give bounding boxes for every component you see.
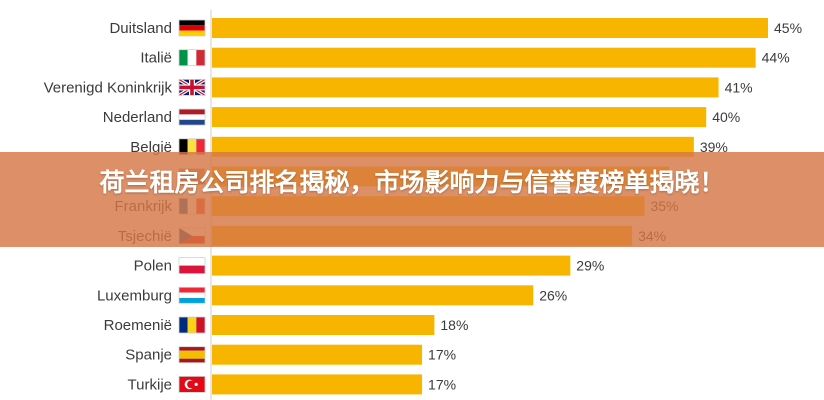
category-label: Spanje bbox=[125, 347, 172, 364]
flag-italy-icon bbox=[178, 49, 206, 67]
flag-poland-icon bbox=[178, 257, 206, 275]
banner-title: 荷兰租房公司排名揭秘，市场影响力与信誉度榜单揭晓！ bbox=[99, 168, 725, 197]
value-label: 17% bbox=[428, 347, 456, 363]
title-banner: 荷兰租房公司排名揭秘，市场影响力与信誉度榜单揭晓！ bbox=[0, 152, 824, 247]
flag-romania-icon bbox=[178, 316, 206, 334]
category-label: Polen bbox=[134, 258, 172, 275]
bar bbox=[212, 344, 423, 365]
value-label: 45% bbox=[774, 20, 802, 36]
bar bbox=[212, 47, 756, 68]
bar bbox=[212, 77, 719, 98]
bar bbox=[212, 315, 435, 335]
value-label: 29% bbox=[576, 258, 604, 274]
category-label: België bbox=[130, 139, 172, 156]
bar bbox=[212, 374, 423, 395]
category-label: Turkije bbox=[128, 376, 172, 393]
category-label: Nederland bbox=[103, 109, 172, 126]
value-label: 41% bbox=[725, 79, 753, 95]
value-label: 18% bbox=[440, 317, 468, 333]
category-label: Roemenië bbox=[104, 317, 172, 334]
value-label: 26% bbox=[539, 287, 567, 303]
flag-uk-icon bbox=[178, 77, 206, 97]
flag-turkey-icon bbox=[178, 375, 206, 393]
bar bbox=[212, 18, 768, 38]
flag-netherlands-icon bbox=[178, 108, 206, 126]
category-label: Verenigd Koninkrijk bbox=[44, 79, 173, 96]
value-label: 40% bbox=[712, 109, 740, 125]
value-label: 39% bbox=[700, 139, 728, 155]
value-label: 44% bbox=[762, 50, 790, 66]
value-label: 17% bbox=[428, 376, 456, 392]
category-label: Duitsland bbox=[109, 20, 172, 37]
bar bbox=[212, 285, 534, 306]
category-label: Luxemburg bbox=[97, 287, 172, 304]
bar bbox=[212, 136, 694, 157]
flag-spain-icon bbox=[178, 346, 206, 364]
category-label: Italië bbox=[140, 50, 172, 67]
flag-germany-icon bbox=[178, 19, 206, 37]
bar bbox=[212, 255, 571, 276]
bar bbox=[212, 107, 707, 128]
flag-luxembourg-icon bbox=[178, 286, 206, 304]
